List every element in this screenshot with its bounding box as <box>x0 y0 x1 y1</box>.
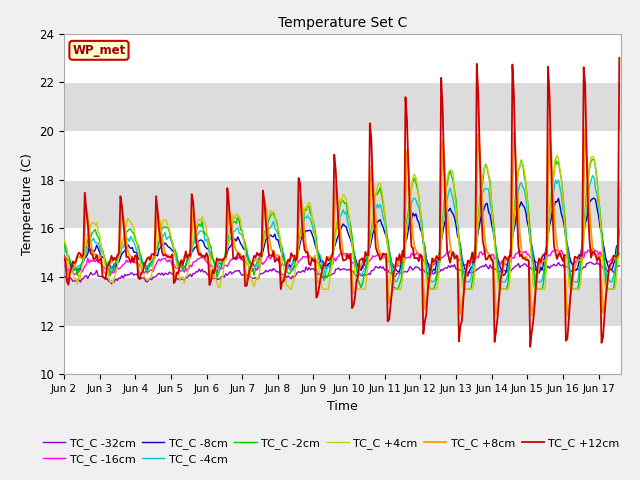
Bar <box>64 131 621 180</box>
Y-axis label: Temperature (C): Temperature (C) <box>20 153 34 255</box>
X-axis label: Time: Time <box>327 400 358 413</box>
Bar <box>64 180 621 228</box>
Bar <box>64 34 621 82</box>
Legend: TC_C -32cm, TC_C -16cm, TC_C -8cm, TC_C -4cm, TC_C -2cm, TC_C +4cm, TC_C +8cm, T: TC_C -32cm, TC_C -16cm, TC_C -8cm, TC_C … <box>43 438 620 465</box>
Bar <box>64 228 621 277</box>
Title: Temperature Set C: Temperature Set C <box>278 16 407 30</box>
Bar <box>64 82 621 131</box>
Bar <box>64 326 621 374</box>
Text: WP_met: WP_met <box>72 44 125 57</box>
Bar <box>64 277 621 326</box>
